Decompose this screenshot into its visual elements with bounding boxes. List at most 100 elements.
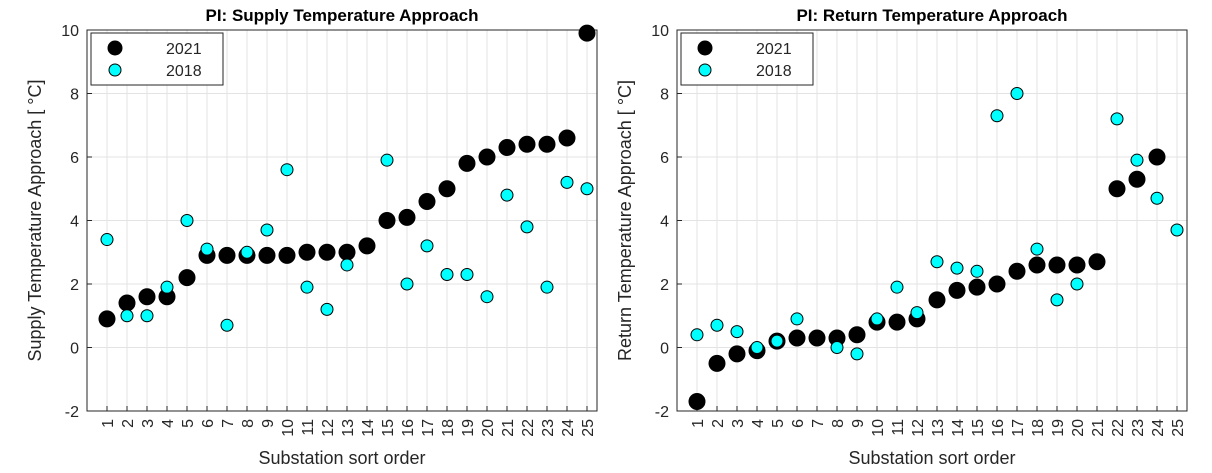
y-tick-label: 6 [660,150,669,167]
y-tick-label: 8 [660,87,669,104]
point [100,233,114,247]
point [728,345,746,363]
x-tick-label: 16 [990,419,1007,437]
point [160,280,174,294]
x-tick-label: 12 [320,419,337,437]
point [338,243,356,261]
point [558,129,576,147]
point [688,392,706,410]
point [98,310,116,328]
point [1010,87,1024,100]
point [750,341,764,354]
x-tick-label: 23 [540,419,557,437]
point [1048,256,1066,274]
point [790,312,804,326]
x-tick-label: 18 [440,419,457,437]
x-tick-label: 8 [240,419,257,428]
point [120,309,134,323]
legend-label: 2021 [756,41,792,58]
y-tick-label: 10 [651,23,669,40]
point [1108,180,1126,198]
x-tick-label: 9 [260,419,277,428]
point [890,280,904,294]
point [420,239,434,253]
y-tick-label: 8 [70,87,79,104]
x-tick-label: 7 [810,419,827,428]
point [1148,148,1166,166]
x-tick-label: 17 [420,419,437,437]
x-tick-label: 11 [890,419,907,436]
axes-frame [676,29,1188,412]
point [320,302,334,316]
point [518,135,536,153]
point [240,245,254,259]
x-tick-label: 4 [160,419,177,428]
legend-box [680,32,814,86]
point [910,306,924,320]
point [538,135,556,153]
x-tick-label: 15 [970,419,987,437]
x-tick-label: 3 [730,419,747,428]
y-tick-label: 4 [660,214,669,231]
x-tick-label: 1 [100,419,117,428]
point [948,281,966,299]
point [520,220,534,234]
legend-box [90,32,224,86]
point [298,243,316,261]
x-tick-label: 6 [790,419,807,428]
point [808,329,826,347]
point [138,288,156,306]
y-tick-label: 10 [61,23,79,40]
x-tick-label: 14 [950,419,967,437]
x-tick-label: 22 [520,419,537,437]
x-tick-label: 25 [1170,419,1187,437]
point [710,318,724,332]
x-tick-label: 1 [690,419,707,428]
axes-frame [86,29,598,412]
x-tick-label: 23 [1130,419,1147,437]
x-tick-label: 2 [120,419,137,428]
legend-label: 2021 [166,41,202,58]
point [478,148,496,166]
x-tick-label: 21 [500,419,517,437]
point [1128,170,1146,188]
legend-marker [107,40,123,56]
point [218,246,236,264]
x-tick-label: 15 [380,419,397,437]
point [1070,277,1084,291]
x-tick-label: 5 [770,419,787,428]
x-tick-label: 11 [300,419,317,436]
y-tick-label: -2 [655,404,669,421]
point [1008,262,1026,280]
point [440,267,454,281]
point [930,255,944,269]
point [358,237,376,255]
point [118,294,136,312]
point [708,354,726,372]
point [990,109,1004,123]
point [260,223,274,237]
point [1068,256,1086,274]
point [200,242,214,256]
point [280,163,294,177]
x-tick-label: 7 [220,419,237,428]
x-tick-label: 6 [200,419,217,428]
x-tick-label: 4 [750,419,767,428]
y-tick-label: 4 [70,214,79,231]
point [300,280,314,294]
y-axis-label: Return Temperature Approach [ °C] [615,80,635,361]
x-axis-label: Substation sort order [848,448,1015,468]
x-tick-label: 14 [360,419,377,437]
plot: 1 2 3 4 5 6 7 8 9 10 11 12 13 14 15 16 17 18 19 20 21 22 23 24 2… [615,6,1188,468]
legend-marker [698,63,712,77]
x-tick-label: 21 [1090,419,1107,437]
point [1150,191,1164,205]
point [140,309,154,323]
y-axis-label: Supply Temperature Approach [ °C] [25,79,45,361]
point [848,326,866,344]
point [500,188,514,202]
point [830,341,844,354]
point [458,154,476,172]
point [950,261,964,275]
